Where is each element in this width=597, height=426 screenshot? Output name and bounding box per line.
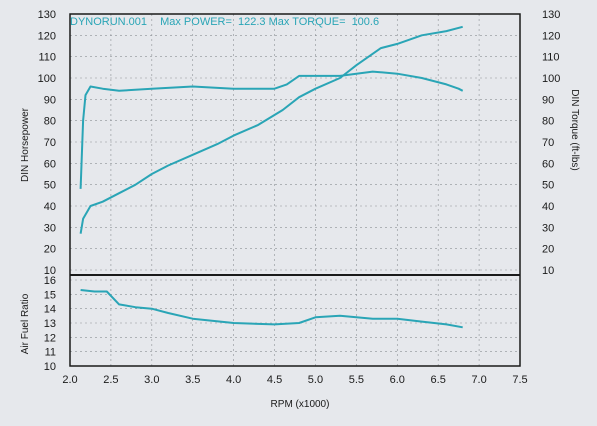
max-torque-label: Max TORQUE=	[269, 16, 346, 28]
x-tick-label: 5.5	[349, 374, 364, 386]
x-axis-title: RPM (x1000)	[271, 399, 330, 410]
afr-tick-label: 12	[44, 332, 56, 344]
afr-axis-title: Air Fuel Ratio	[20, 293, 31, 354]
left-tick-label: 60	[44, 158, 56, 170]
right-tick-label: 50	[542, 180, 554, 192]
x-tick-label: 5.0	[308, 374, 323, 386]
x-tick-label: 3.0	[144, 374, 159, 386]
left-axis-title: DIN Horsepower	[20, 107, 31, 182]
right-tick-label: 30	[542, 222, 554, 234]
torque-curve	[79, 70, 464, 189]
x-tick-label: 3.5	[185, 374, 200, 386]
right-tick-label: 120	[542, 30, 560, 42]
left-tick-label: 100	[38, 73, 56, 85]
left-tick-label: 10	[44, 265, 56, 277]
right-tick-label: 80	[542, 116, 554, 128]
right-tick-label: 100	[542, 73, 560, 85]
x-tick-label: 2.0	[62, 374, 77, 386]
grid	[70, 13, 520, 367]
afr-tick-label: 14	[44, 304, 56, 316]
plot-frame	[69, 13, 521, 367]
max-power-value: 122.3	[238, 16, 266, 28]
right-tick-label: 20	[542, 244, 554, 256]
right-tick-label: 60	[542, 158, 554, 170]
tick-labels: 2.0 2.5 3.0 3.5 4.0 4.5 5.0 5.5 6.0 6.5 7.0 7.5 10 20…	[38, 9, 561, 386]
left-tick-label: 80	[44, 116, 56, 128]
left-tick-label: 30	[44, 222, 56, 234]
x-tick-label: 4.0	[226, 374, 241, 386]
left-tick-label: 20	[44, 244, 56, 256]
chart-header: DYNORUN.001 Max POWER= 122.3 Max TORQUE=…	[70, 16, 379, 28]
left-tick-label: 90	[44, 94, 56, 106]
left-tick-label: 40	[44, 201, 56, 213]
left-tick-label: 110	[38, 52, 56, 64]
afr-tick-label: 15	[44, 289, 56, 301]
series-group	[79, 25, 464, 329]
afr-tick-label: 16	[44, 275, 56, 287]
afr-tick-label: 10	[44, 361, 56, 373]
right-tick-label: 110	[542, 52, 560, 64]
right-axis-title: DIN Torque (ft-lbs)	[569, 89, 580, 171]
x-tick-label: 7.0	[471, 374, 486, 386]
left-tick-label: 70	[44, 137, 56, 149]
right-tick-label: 130	[542, 9, 560, 21]
right-tick-label: 10	[542, 265, 554, 277]
right-tick-label: 70	[542, 137, 554, 149]
x-tick-label: 6.0	[390, 374, 405, 386]
right-tick-label: 90	[542, 94, 554, 106]
x-tick-label: 4.5	[267, 374, 282, 386]
right-tick-label: 40	[542, 201, 554, 213]
x-tick-label: 2.5	[103, 374, 118, 386]
afr-tick-label: 13	[44, 318, 56, 330]
air-fuel-curve	[80, 289, 463, 329]
x-tick-label: 7.5	[512, 374, 527, 386]
max-torque-value: 100.6	[352, 16, 380, 28]
horsepower-curve	[79, 25, 463, 234]
x-tick-label: 6.5	[431, 374, 446, 386]
left-tick-label: 120	[38, 30, 56, 42]
left-tick-label: 50	[44, 180, 56, 192]
run-name: DYNORUN.001	[70, 16, 147, 28]
left-tick-label: 130	[38, 9, 56, 21]
max-power-label: Max POWER=	[160, 16, 232, 28]
afr-tick-label: 11	[45, 347, 56, 359]
